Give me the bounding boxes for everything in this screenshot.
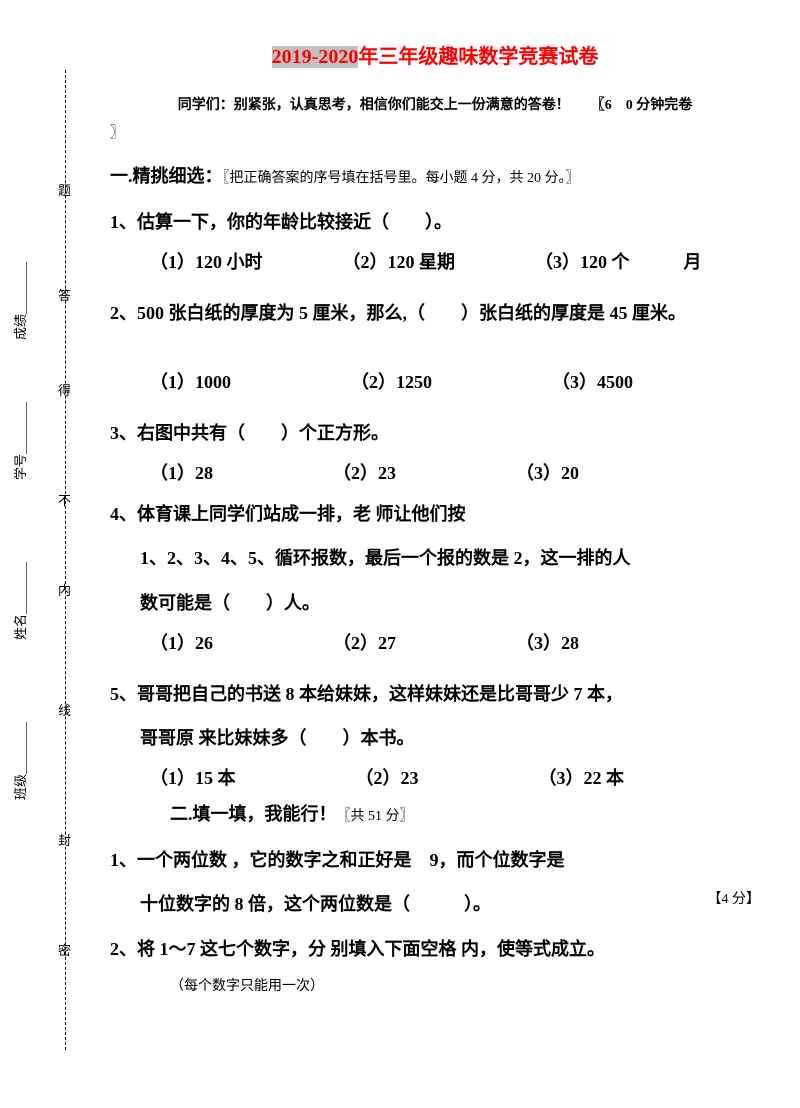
section1-header: 一.精挑细选：〖把正确答案的序号填在括号里。每小题 4 分，共 20 分。〗 [110,162,760,188]
q2-opt2: （2）1250 [351,368,432,394]
exam-title: 2019-2020年三年级趣味数学竞赛试卷 [110,40,760,69]
q1-opt3-b: 月 [684,252,702,272]
question-3-options: （1）28 （2）23 （3）20 [110,459,760,485]
question-1: 1、估算一下，你的年龄比较接近（ ）。 [110,203,760,243]
q1-opt3-text: （3）120 个 [535,252,630,272]
chengji-text: 成绩 [13,314,28,340]
section1-title: 一.精挑细选： [110,166,223,186]
question-4-line3: 数可能是（ ）人。 [110,584,760,624]
question-4-line2: 1、2、3、4、5、循环报数，最后一个报的数是 2，这一排的人 [110,539,760,579]
question-5-options: （1）15 本 （2）23 （3）22 本 [110,764,760,790]
sidebar-label-chengji: 成绩________ [10,262,29,340]
q5-opt2: （2）23 [356,764,419,790]
q4-opt3: （3）28 [516,629,579,655]
section2-q1-score: 【4 分】 [708,885,761,925]
banji-text: 班级 [13,774,28,800]
question-3: 3、右图中共有（ ）个正方形。 [110,414,760,454]
section2-q2-line1: 2、将 1～7 这七个数字，分 别填入下面空格 内，使等式成立。 [110,930,760,970]
question-4-options: （1）26 （2）27 （3）28 [110,629,760,655]
closing-bracket: 〗 [110,122,760,142]
question-1-options: （1）120 小时 （2）120 星期 （3）120 个 月 [110,248,760,274]
title-name: 年三年级趣味数学竞赛试卷 [358,46,598,68]
sidebar-char-xian: 线 [58,700,71,719]
section2-q1-line1: 1、一个两位数 ，它的数字之和正好是 9，而个位数字是 [110,841,760,881]
question-5-line2: 哥哥原 来比妹妹多（ ）本书。 [110,719,760,759]
xingming-text: 姓名 [13,614,28,640]
binding-dashed-line [65,70,66,1050]
q1-opt2: （2）120 星期 [343,248,456,274]
exam-subtitle: 同学们：别紧张，认真思考，相信你们能交上一份满意的答卷！ 〖6 0 分钟完卷 [110,94,760,114]
q2-opt3: （3）4500 [552,368,633,394]
section2-title: 二.填一填，我能行！ [170,804,337,824]
section1-note: 〖把正确答案的序号填在括号里。每小题 4 分，共 20 分。〗 [223,171,580,186]
sidebar-char-mi: 密 [58,940,71,959]
section2-q1-line2: 十位数字的 8 倍，这个两位数是（ ）。 [140,885,491,925]
q4-opt1: （1）26 [150,629,213,655]
q4-opt2: （2）27 [333,629,396,655]
q5-opt3: （3）22 本 [539,764,625,790]
section2-q1-line2-wrap: 十位数字的 8 倍，这个两位数是（ ）。 【4 分】 [110,885,760,925]
q3-opt3: （3）20 [516,459,579,485]
section2-header: 二.填一填，我能行！〖共 51 分〗 [110,800,760,826]
sidebar-label-banji: 班级________ [10,722,29,800]
q3-opt1: （1）28 [150,459,213,485]
question-5-line1: 5、哥哥把自己的书送 8 本给妹妹，这样妹妹还是比哥哥少 7 本， [110,675,760,715]
title-year: 2019-2020 [272,46,359,68]
question-2: 2、500 张白纸的厚度为 5 厘米，那么,（ ）张白纸的厚度是 45 厘米。 [110,294,760,334]
question-4-line1: 4、体育课上同学们站成一排，老 师让他们按 [110,495,760,535]
q2-opt1: （1）1000 [150,368,231,394]
sidebar-char-feng: 封 [58,830,71,849]
q3-opt2: （2）23 [333,459,396,485]
sidebar-char-ti: 题 [58,180,71,199]
q5-opt1: （1）15 本 [150,764,236,790]
sidebar-char-da: 答 [58,285,71,304]
question-2-options: （1）1000 （2）1250 （3）4500 [110,368,760,394]
section2-note: 〖共 51 分〗 [337,809,414,824]
section2-q2-note: （每个数字只能用一次） [110,975,760,995]
q1-opt3: （3）120 个 月 [535,248,702,274]
sidebar-char-de: 得 [58,380,71,399]
sidebar-label-xuehao: 学号________ [10,402,29,480]
sidebar-char-bu: 不 [58,490,71,509]
q1-opt1: （1）120 小时 [150,248,263,274]
xuehao-text: 学号 [13,454,28,480]
sidebar-char-nei: 内 [58,580,71,599]
sidebar-label-xingming: 姓名________ [10,562,29,640]
